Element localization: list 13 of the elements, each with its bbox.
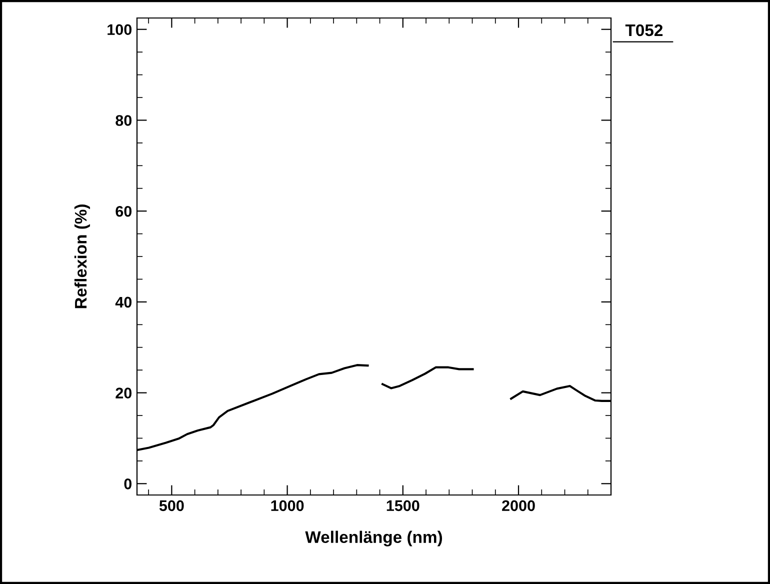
y-tick-label: 0 (124, 478, 132, 490)
y-tick-label: 80 (116, 115, 132, 126)
x-tick-label: 1500 (386, 500, 420, 512)
x-tick-label: 2000 (502, 500, 535, 512)
y-tick-label: 60 (116, 206, 132, 217)
x-tick-label: 500 (159, 500, 184, 512)
x-axis-title: Wellenlänge (nm) (305, 530, 442, 546)
y-tick-label: 40 (115, 296, 132, 308)
x-tick-label: 1000 (271, 500, 304, 512)
y-tick-label: 100 (108, 24, 132, 36)
y-tick-label: 20 (116, 388, 132, 398)
text: T052 (625, 24, 663, 36)
y-axis-title: Reflexion (%) (74, 204, 90, 308)
